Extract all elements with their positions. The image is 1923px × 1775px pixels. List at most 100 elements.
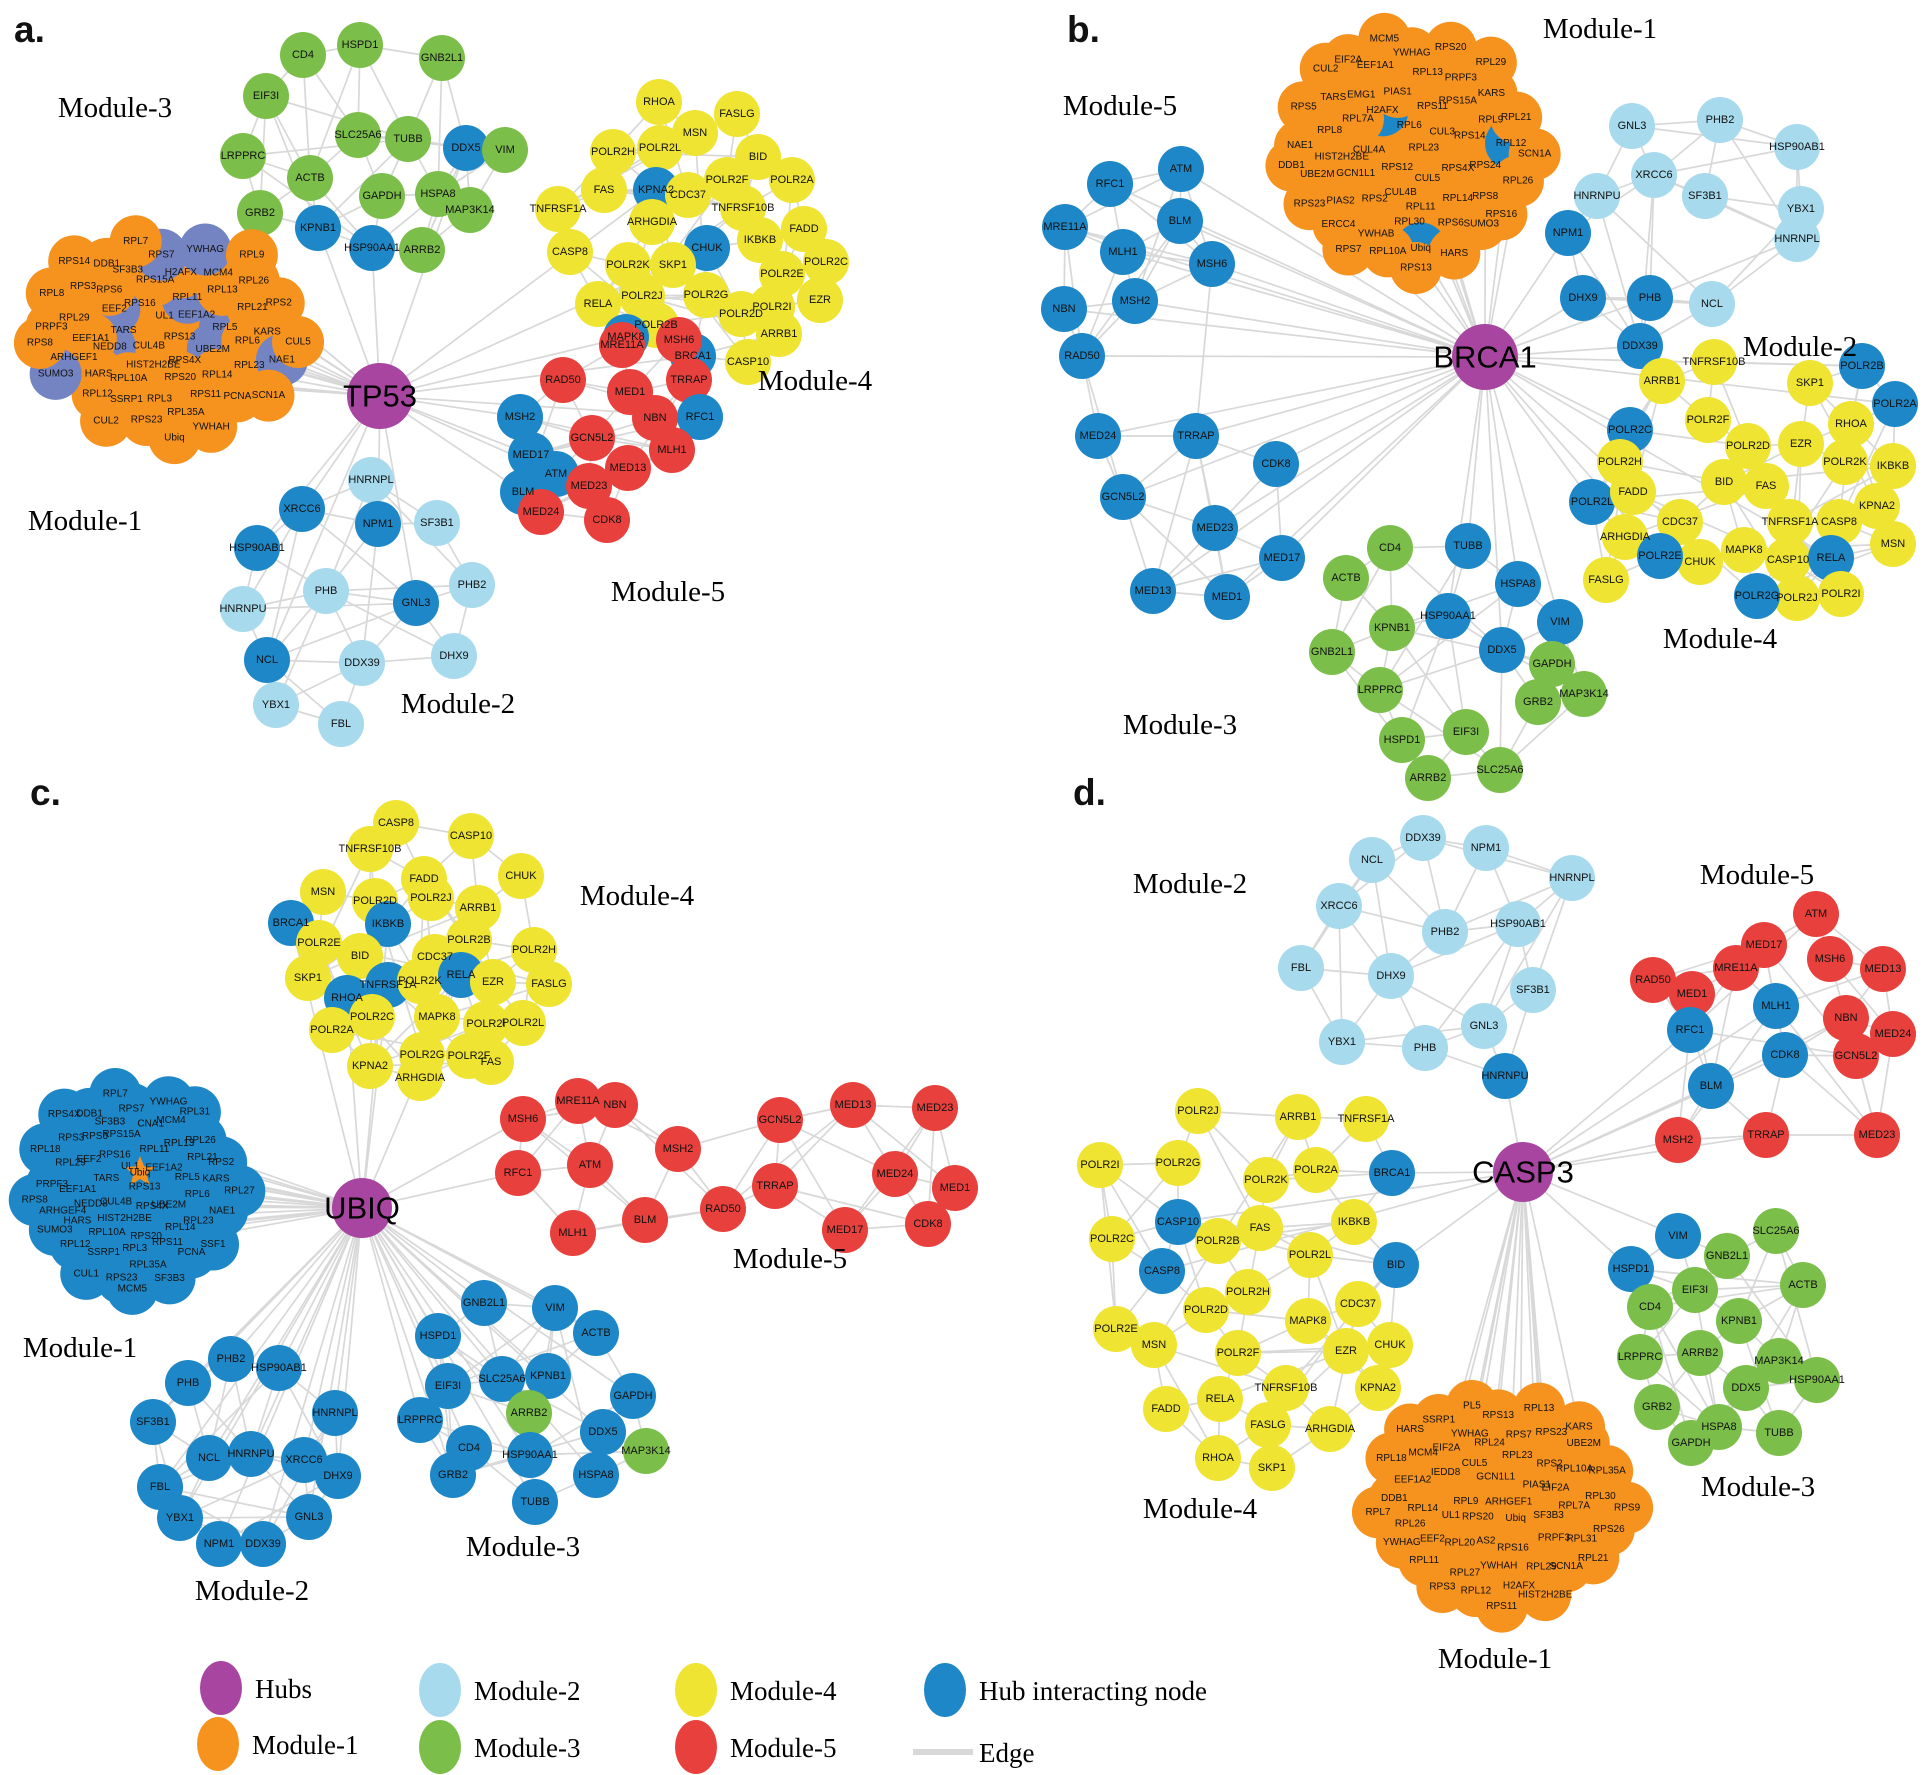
node-label-NBN: NBN xyxy=(643,412,666,424)
node-label-BLM: BLM xyxy=(1700,1080,1723,1092)
node-label-RPS2: RPS2 xyxy=(208,1157,235,1168)
node-label-HNRNPU: HNRNPU xyxy=(1481,1070,1528,1082)
node-POLR2B xyxy=(446,917,492,963)
node-POLR2K xyxy=(1822,439,1868,485)
node-GNB2L1 xyxy=(419,35,465,81)
node-label-SF3B1: SF3B1 xyxy=(136,1416,170,1428)
edge xyxy=(230,1207,363,1360)
node-label-GNB2L1: GNB2L1 xyxy=(421,52,463,64)
module-label-b-Module-2: Module-2 xyxy=(1743,331,1857,363)
node-label-RPL11: RPL11 xyxy=(172,292,202,303)
edge xyxy=(1379,689,1501,771)
node-label-GAPDH: GAPDH xyxy=(1671,1437,1710,1449)
legend-label-Hubs: Hubs xyxy=(255,1674,312,1704)
node-label-SKP1: SKP1 xyxy=(1258,1462,1286,1474)
node-GAPDH xyxy=(1668,1420,1714,1466)
node-label-RAD50: RAD50 xyxy=(1064,350,1099,362)
edge xyxy=(159,1207,363,1488)
node-label-CASP8: CASP8 xyxy=(1144,1265,1180,1277)
module-label-b-Module-4: Module-4 xyxy=(1663,623,1778,655)
node-XRCC6 xyxy=(1316,883,1362,929)
node-label-HSPA8: HSPA8 xyxy=(578,1469,613,1481)
node-CDK8 xyxy=(905,1201,951,1247)
node-IKBKB xyxy=(365,901,411,947)
edge xyxy=(1484,356,1519,585)
node-ACTB xyxy=(1780,1262,1826,1308)
node-label-POLR2B: POLR2B xyxy=(634,319,677,331)
node-MED13 xyxy=(830,1082,876,1128)
edge xyxy=(1122,496,1228,598)
node-label-CD4: CD4 xyxy=(292,49,314,61)
node-label-PHB2: PHB2 xyxy=(1431,926,1460,938)
node-label-RPL14: RPL14 xyxy=(1443,193,1474,204)
node-label-RPL3: RPL3 xyxy=(147,394,172,405)
node-RELA xyxy=(1808,535,1854,581)
node-label-POLR2I: POLR2I xyxy=(1821,588,1860,600)
node-label-FADD: FADD xyxy=(1151,1403,1180,1415)
node-label-GCN1L1: GCN1L1 xyxy=(1336,168,1375,179)
edge xyxy=(159,1367,280,1488)
node-ARRB2 xyxy=(1405,755,1451,801)
node-VIM xyxy=(1655,1213,1701,1259)
node-label-MRE11A: MRE11A xyxy=(1043,221,1087,233)
node-RAD50 xyxy=(700,1186,746,1232)
node-label-RPS20: RPS20 xyxy=(164,372,196,383)
node-RPS11 xyxy=(1475,1580,1528,1633)
node-label-MED1: MED1 xyxy=(615,386,646,398)
node-CD4 xyxy=(280,32,326,78)
node-label-POLR2J: POLR2J xyxy=(1776,592,1818,604)
node-POLR2A xyxy=(769,157,815,203)
node-HSPD1 xyxy=(1379,717,1425,763)
node-label-NAE1: NAE1 xyxy=(269,355,296,366)
node-label-KPNB1: KPNB1 xyxy=(300,222,336,234)
edge xyxy=(1281,356,1486,559)
node-label-ARHGDIA: ARHGDIA xyxy=(1305,1423,1356,1435)
node-label-RPL9: RPL9 xyxy=(1478,114,1503,125)
node-label-RPS2: RPS2 xyxy=(266,298,293,309)
node-label-RPS15A: RPS15A xyxy=(102,1129,141,1140)
hub-label-CASP3: CASP3 xyxy=(1472,1155,1574,1190)
node-label-UL1: UL1 xyxy=(155,311,174,322)
node-POLR2E xyxy=(1637,533,1683,579)
node-KPNB1 xyxy=(1716,1298,1762,1344)
node-RHOA xyxy=(1828,401,1874,447)
node-BID xyxy=(1701,459,1747,505)
node-label-LRPPRC: LRPPRC xyxy=(221,150,266,162)
node-label-EEF1A1: EEF1A1 xyxy=(59,1184,97,1195)
node-label-MED17: MED17 xyxy=(513,449,550,461)
node-label-RPL14: RPL14 xyxy=(1408,1503,1439,1514)
node-MED24 xyxy=(518,489,564,535)
node-label-MSH6: MSH6 xyxy=(1815,953,1846,965)
node-label-RPS3: RPS3 xyxy=(1429,1581,1456,1592)
node-label-RPL26: RPL26 xyxy=(239,276,270,287)
node-POLR2G xyxy=(683,272,729,318)
node-POLR2F xyxy=(1215,1330,1261,1376)
node-label-CDK8: CDK8 xyxy=(1770,1049,1799,1061)
node-ARHGDIA xyxy=(397,1055,443,1101)
node-label-Ubiq: Ubiq xyxy=(1410,243,1431,254)
node-IKBKB xyxy=(1331,1199,1377,1245)
node-label-RPL7: RPL7 xyxy=(1365,1507,1390,1518)
node-MAPK8 xyxy=(1285,1298,1331,1344)
edge xyxy=(331,1029,470,1057)
node-label-HSPD1: HSPD1 xyxy=(342,39,379,51)
node-label-SLC25A6: SLC25A6 xyxy=(334,129,381,141)
node-MSN xyxy=(300,869,346,915)
node-label-DDB1: DDB1 xyxy=(93,258,120,269)
node-label-ARHGEF4: ARHGEF4 xyxy=(39,1205,87,1216)
node-label-MED24: MED24 xyxy=(1080,430,1117,442)
node-label-NPM1: NPM1 xyxy=(1553,227,1584,239)
node-label-POLR2C: POLR2C xyxy=(1608,424,1652,436)
node-TRRAP xyxy=(1743,1112,1789,1158)
node-label-RPS8: RPS8 xyxy=(1472,191,1499,202)
node-label-RPS20: RPS20 xyxy=(130,1231,162,1242)
node-label-POLR2H: POLR2H xyxy=(591,146,635,158)
node-label-PRPF3: PRPF3 xyxy=(35,322,68,333)
node-label-RHOA: RHOA xyxy=(331,992,363,1004)
node-label-KARS: KARS xyxy=(202,1174,230,1185)
node-label-FBL: FBL xyxy=(150,1481,170,1493)
node-FADD xyxy=(781,206,827,252)
node-MED1 xyxy=(1204,574,1250,620)
node-HSP90AB1 xyxy=(234,525,280,571)
labels-layer: CD4 HSPD1 GNB2L1 EIF3I SLC25A6 TUBB DDX5 VIM LRP… xyxy=(14,9,1917,1675)
